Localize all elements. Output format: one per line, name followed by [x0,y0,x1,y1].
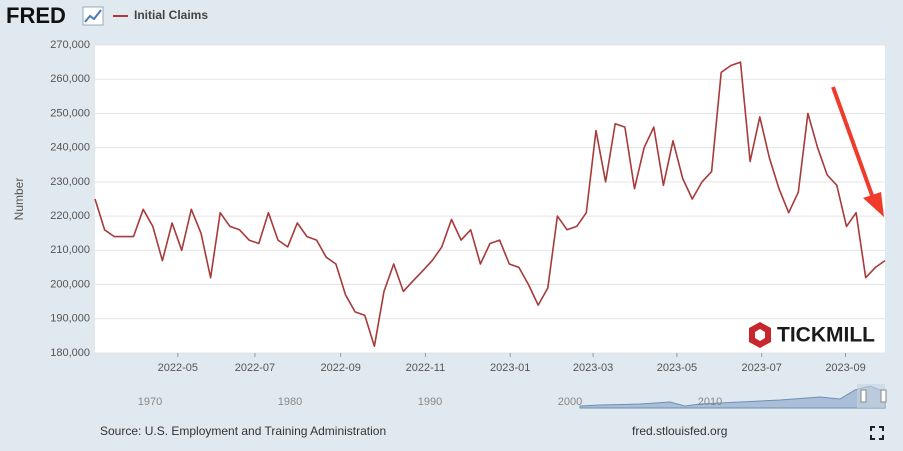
y-tick-label: 230,000 [50,176,90,188]
watermark-logo [749,322,771,348]
navigator-handle[interactable] [880,389,887,403]
y-tick-label: 240,000 [50,142,90,154]
navigator-label: 2000 [558,396,582,408]
watermark: TICKMILL [777,324,875,347]
y-tick-label: 220,000 [50,210,90,222]
y-tick-label: 270,000 [50,39,90,51]
x-tick-label: 2023-03 [573,362,613,374]
logo: FRED [6,3,66,28]
logo-icon [82,6,104,26]
annotation-arrow [831,86,884,217]
legend-label: Initial Claims [134,8,208,22]
x-tick-label: 2023-07 [741,362,781,374]
x-tick-label: 2023-09 [825,362,865,374]
x-tick-label: 2022-05 [158,362,198,374]
x-tick-label: 2022-07 [235,362,275,374]
navigator-label: 2010 [698,396,722,408]
y-tick-label: 260,000 [50,73,90,85]
y-tick-label: 190,000 [50,313,90,325]
site-link[interactable]: fred.stlouisfed.org [632,424,727,438]
navigator-label: 1990 [418,396,442,408]
navigator-label: 1970 [138,396,162,408]
navigator: 1970 1980 1990 2000 2010 [95,378,887,412]
x-tick-label: 2023-05 [657,362,697,374]
x-tick-label: 2022-11 [406,362,446,374]
navigator-label: 1980 [278,396,302,408]
navigator-handle[interactable] [860,389,867,403]
x-tick-label: 2023-01 [490,362,530,374]
y-tick-label: 180,000 [50,347,90,359]
y-tick-label: 250,000 [50,107,90,119]
y-tick-label: 200,000 [50,278,90,290]
x-tick-label: 2022-09 [320,362,360,374]
plot-area [95,45,885,353]
y-axis-label: Number [12,178,26,221]
fullscreen-icon[interactable] [870,426,884,440]
series-line [94,61,886,347]
y-tick-label: 210,000 [50,244,90,256]
source: Source: U.S. Employment and Training Adm… [100,424,386,438]
